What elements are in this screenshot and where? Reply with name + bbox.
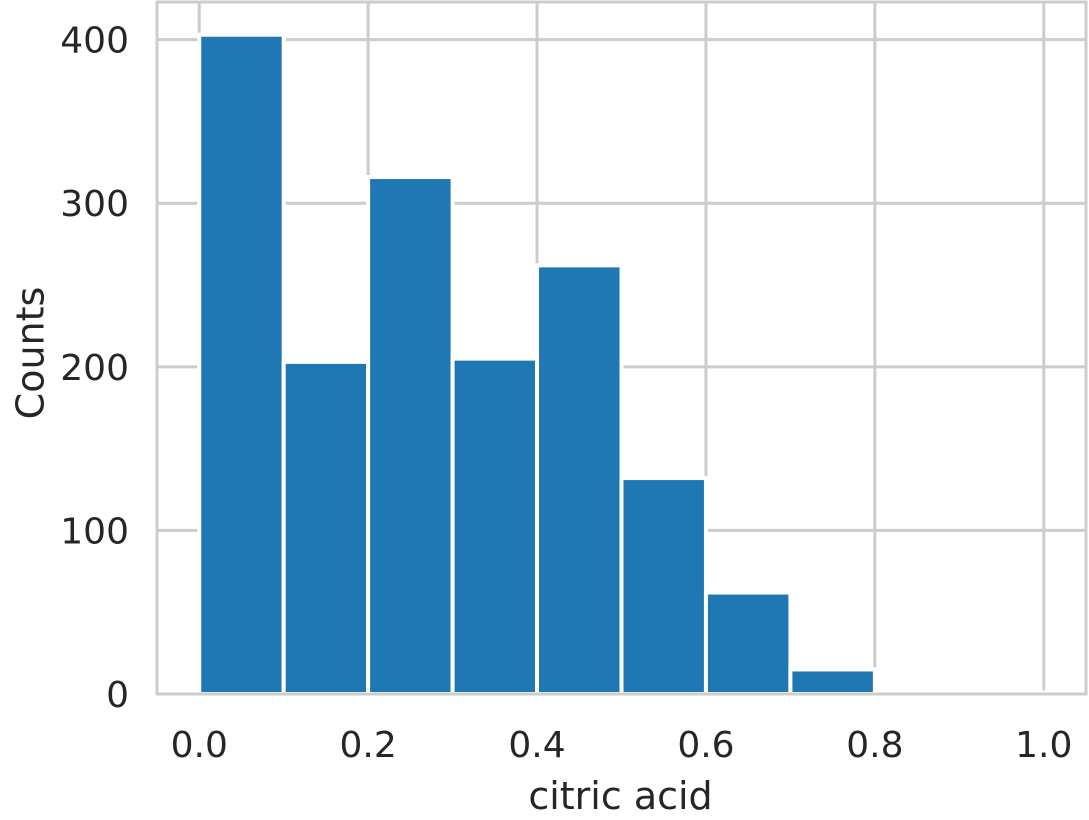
x-axis-label: citric acid [528,774,712,818]
y-tick-label: 300 [60,184,129,225]
y-tick-label: 0 [106,675,129,716]
x-tick-label: 0.2 [340,725,397,766]
axes-frame [155,0,1088,696]
histogram-bar [703,590,793,696]
histogram-bar [619,476,708,696]
x-tick-label: 0.0 [171,725,228,766]
histogram-bar [450,356,540,696]
x-tick-label: 0.6 [677,725,734,766]
y-tick-label: 400 [60,21,129,62]
plot-frame [155,0,1088,696]
histogram-bar [535,263,624,696]
x-tick-label: 1.0 [1015,725,1072,766]
x-tick-label: 0.4 [508,725,565,766]
histogram-bar [281,359,371,696]
histogram-bars [197,32,1046,697]
x-tick-label: 0.8 [846,725,903,766]
histogram-bar [366,175,455,696]
histogram-bar [788,667,877,697]
y-tick-labels: 0 100 200 300 400 [60,21,129,716]
x-tick-labels: 0.0 0.2 0.4 0.6 0.8 1.0 [171,725,1073,766]
y-tick-label: 100 [60,511,129,552]
histogram-bar [197,32,286,696]
y-tick-label: 200 [60,348,129,389]
y-axis-label: Counts [9,287,53,420]
